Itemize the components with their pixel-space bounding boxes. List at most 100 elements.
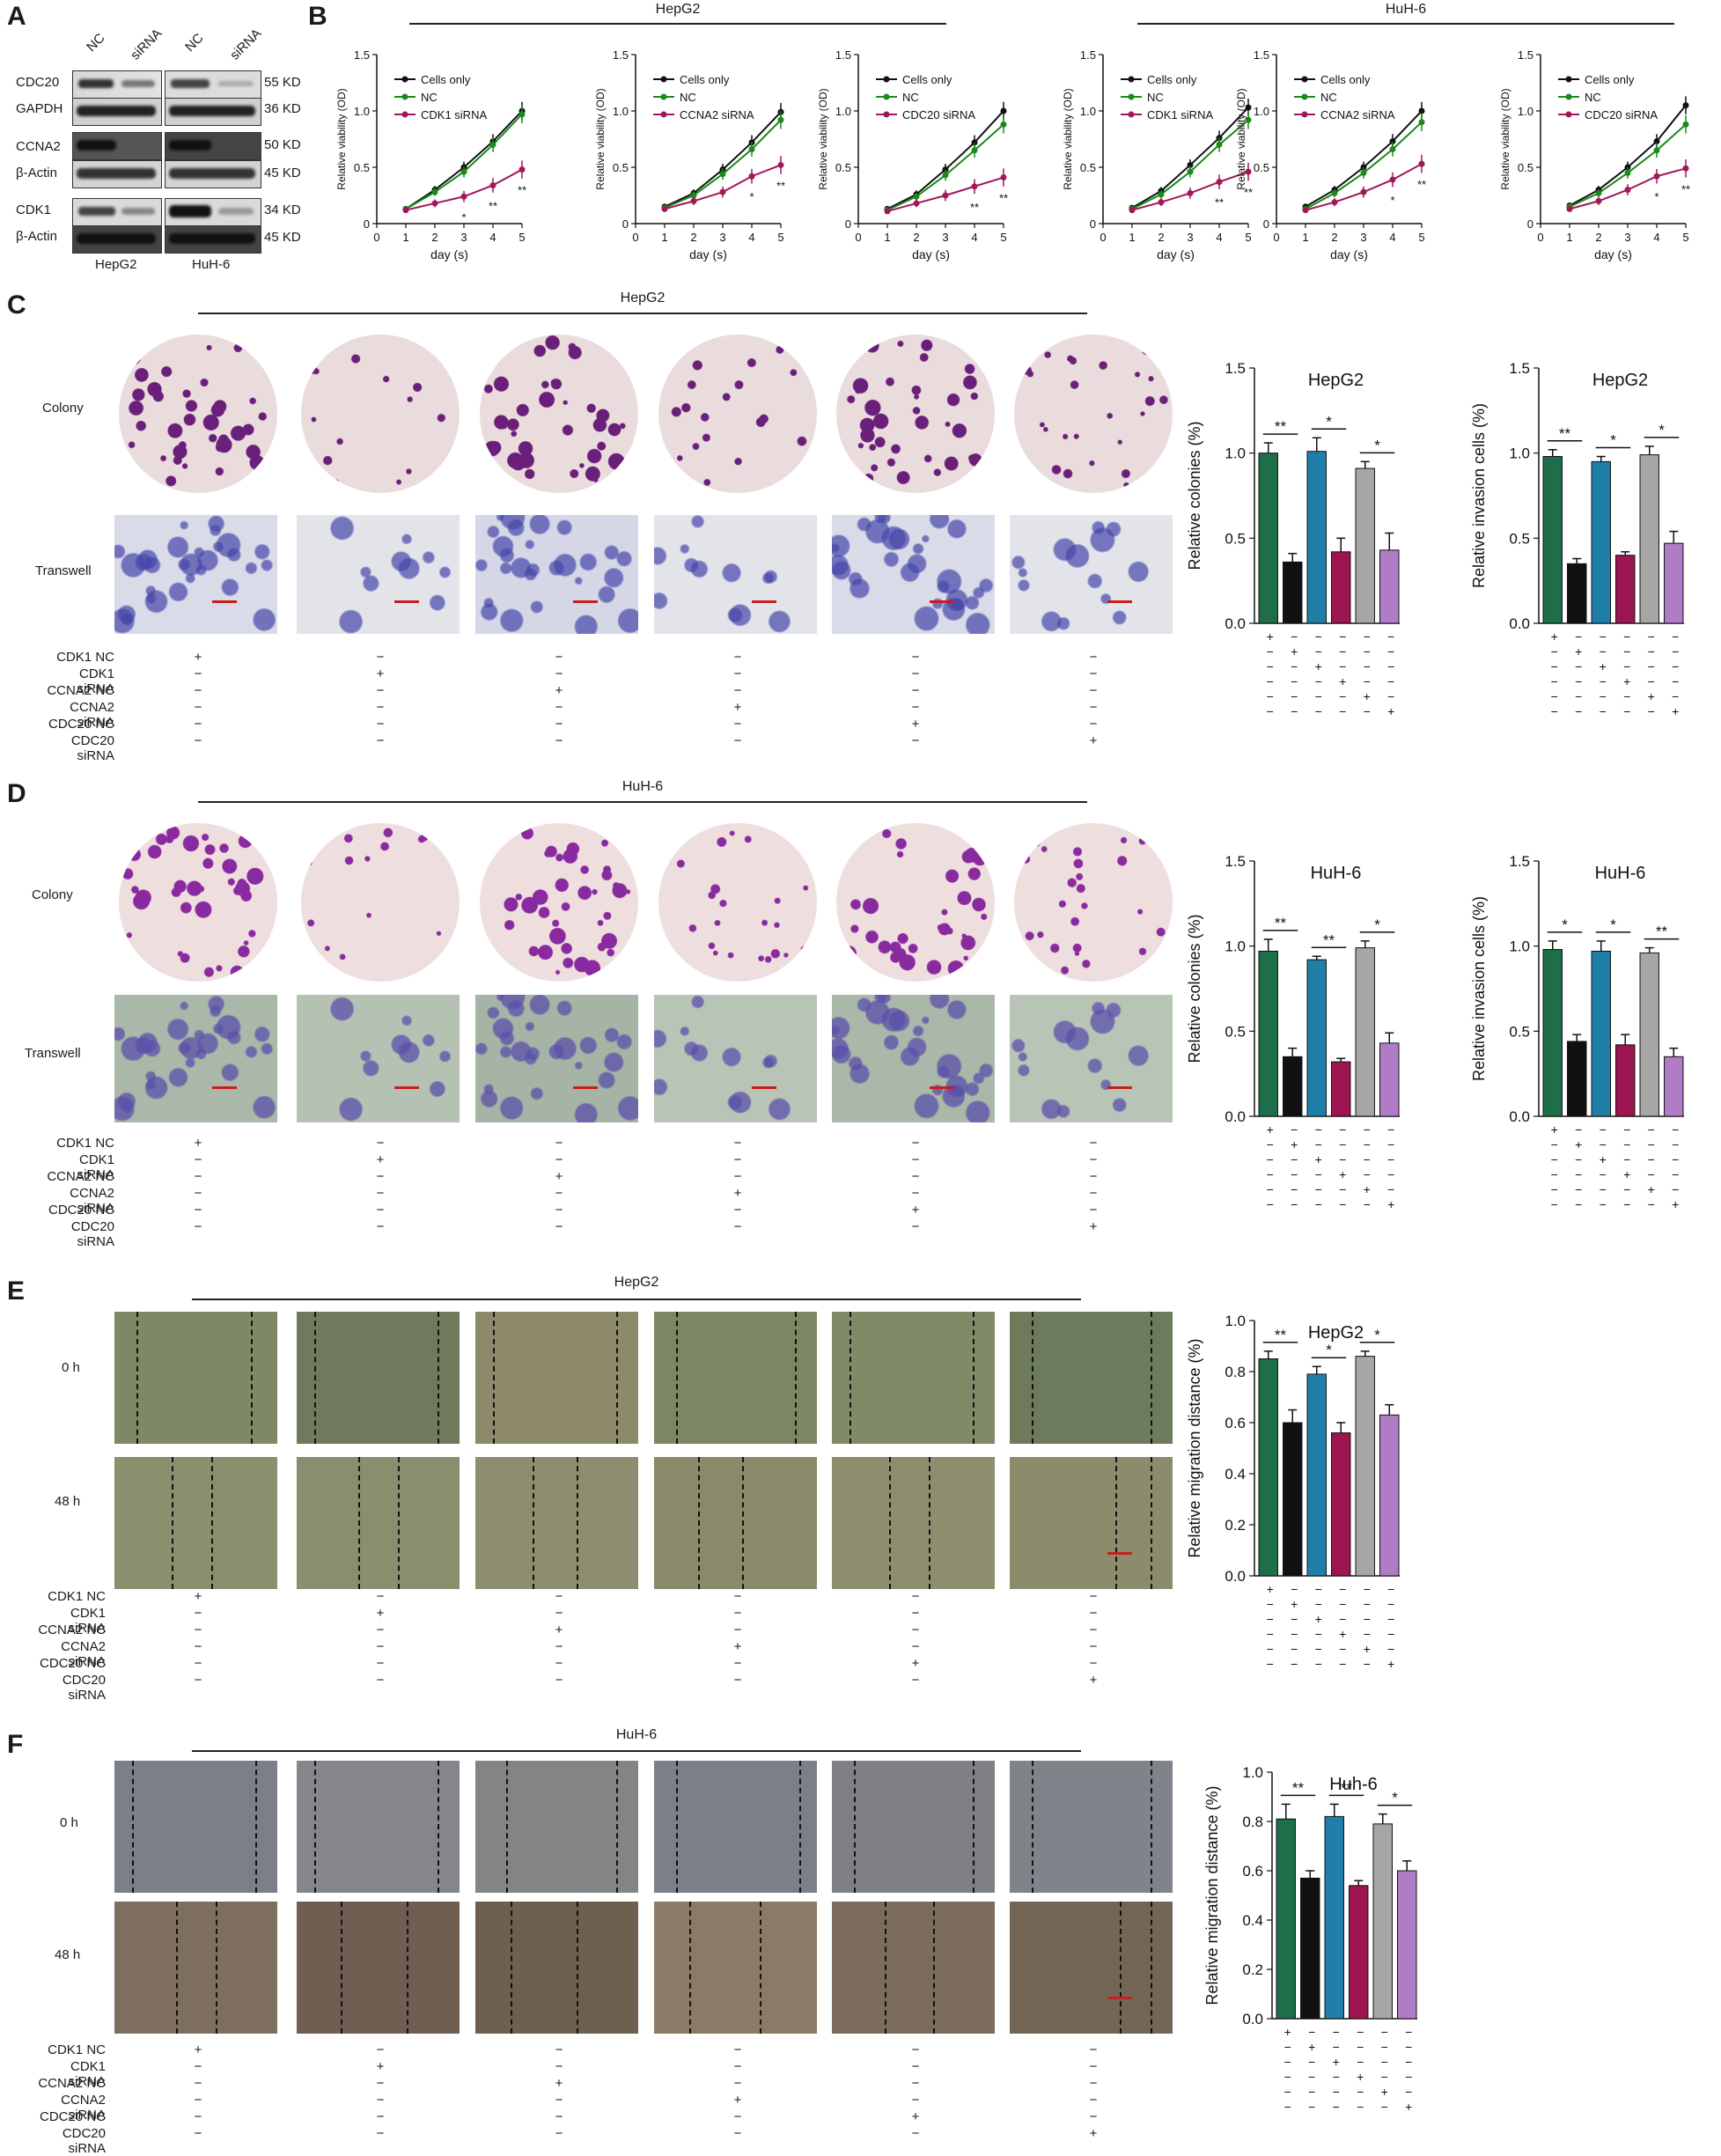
condition-mark: − <box>1315 644 1322 659</box>
condition-mark: − <box>1339 644 1346 659</box>
bar <box>1355 467 1375 624</box>
condition-mark: − <box>1551 1182 1558 1196</box>
kd-bactin-1: 45 KD <box>264 166 301 180</box>
wound-edge-line <box>689 1902 691 2034</box>
data-point <box>1216 135 1223 142</box>
x-tick-label: 1 <box>1566 231 1572 244</box>
condition-mark: − <box>1089 700 1098 715</box>
condition-mark: − <box>911 1589 920 1604</box>
panel-c-header: HepG2 <box>620 291 666 305</box>
condition-mark: − <box>1291 1197 1298 1211</box>
significance-label: ** <box>1275 1327 1287 1343</box>
condition-mark: − <box>1575 1182 1582 1196</box>
legend-label: NC <box>1320 91 1337 104</box>
significance-mark: ** <box>999 192 1008 205</box>
data-point <box>1331 189 1338 196</box>
colony-dish <box>658 335 817 493</box>
condition-mark: − <box>1089 1169 1098 1184</box>
condition-mark: − <box>1339 1122 1346 1137</box>
y-axis-label: Relative migration distance (%) <box>1203 1785 1221 2005</box>
data-point <box>884 208 891 215</box>
x-axis-label: day (s) <box>1157 247 1195 261</box>
row-label-transwell-d: Transwell <box>25 1046 81 1061</box>
series-line <box>664 111 782 208</box>
panel-b-hepg2-header: HepG2 <box>655 2 701 17</box>
bar <box>1639 952 1659 1117</box>
condition-mark: − <box>376 1219 385 1234</box>
series-line <box>405 114 523 210</box>
data-point <box>431 187 438 194</box>
x-tick-label: 3 <box>942 231 948 244</box>
condition-mark: − <box>733 1152 742 1167</box>
condition-mark: − <box>194 1203 202 1218</box>
condition-mark: − <box>1387 1122 1394 1137</box>
condition-mark: − <box>1387 1137 1394 1152</box>
legend-label: NC <box>1585 91 1601 104</box>
condition-mark: − <box>1405 2040 1412 2054</box>
condition-mark: + <box>1315 1612 1322 1626</box>
condition-mark: − <box>1648 1167 1655 1181</box>
y-tick-label: 0.8 <box>1225 1364 1246 1380</box>
wb-label-cdk1: CDK1 <box>16 202 52 217</box>
condition-mark: − <box>376 2126 385 2141</box>
condition-mark: − <box>1672 1137 1679 1152</box>
panel-b-huh6-line <box>1137 23 1674 25</box>
condition-mark: − <box>1339 1137 1346 1152</box>
condition-mark: + <box>1387 1197 1394 1211</box>
blot-cdc20-hepg2 <box>72 70 162 99</box>
wound-edge-line <box>1115 1457 1117 1589</box>
condition-mark: − <box>911 700 920 715</box>
legend-label: CDC20 siRNA <box>1585 108 1658 121</box>
condition-mark: − <box>1551 1167 1558 1181</box>
condition-mark: − <box>555 1186 563 1201</box>
y-tick-label: 1.0 <box>613 105 629 118</box>
data-point <box>661 204 668 211</box>
significance-mark: * <box>749 190 754 203</box>
colony-dish <box>1014 335 1173 493</box>
condition-mark: − <box>1551 644 1558 659</box>
condition-mark: − <box>1623 1152 1630 1166</box>
condition-mark: + <box>1672 1197 1679 1211</box>
legend-marker <box>401 111 408 118</box>
wound-photo <box>297 1457 460 1589</box>
wound-edge-line <box>933 1902 935 2034</box>
data-point <box>1566 203 1573 210</box>
condition-mark: − <box>1089 683 1098 698</box>
condition-mark: − <box>1315 674 1322 688</box>
condition-label: CCNA2 siRNA <box>61 1639 106 1669</box>
series-line <box>1569 167 1687 210</box>
significance-mark: ** <box>489 199 497 212</box>
condition-mark: − <box>1339 1197 1346 1211</box>
data-point <box>942 172 949 179</box>
significance-label: * <box>1610 432 1616 449</box>
condition-mark: − <box>1315 689 1322 703</box>
data-point <box>1389 138 1396 145</box>
data-point <box>1216 179 1223 186</box>
condition-mark: − <box>1551 1137 1558 1152</box>
data-point <box>1653 147 1660 154</box>
wound-edge-line <box>341 1902 342 2034</box>
x-axis-label: day (s) <box>689 247 727 261</box>
condition-mark: − <box>1089 2059 1098 2074</box>
condition-mark: + <box>911 1656 920 1671</box>
bar <box>1355 1356 1375 1577</box>
significance-label: ** <box>1559 425 1571 442</box>
series-line <box>405 110 523 210</box>
data-point <box>1158 199 1165 206</box>
data-point <box>719 171 726 178</box>
condition-mark: − <box>376 2109 385 2124</box>
wound-photo <box>1010 1902 1173 2034</box>
condition-mark: − <box>1333 2100 1340 2114</box>
wound-edge-line <box>799 1761 801 1893</box>
condition-mark: + <box>1357 2070 1364 2084</box>
data-point <box>1000 121 1007 128</box>
condition-mark: − <box>733 683 742 698</box>
condition-mark: − <box>1623 689 1630 703</box>
condition-mark: + <box>555 1623 563 1637</box>
panel-b-hepg2-line <box>409 23 946 25</box>
bar <box>1397 1870 1417 2020</box>
data-point <box>1245 104 1252 111</box>
wound-photo <box>475 1902 638 2034</box>
wound-photo <box>475 1312 638 1444</box>
condition-mark: + <box>1284 2025 1291 2039</box>
